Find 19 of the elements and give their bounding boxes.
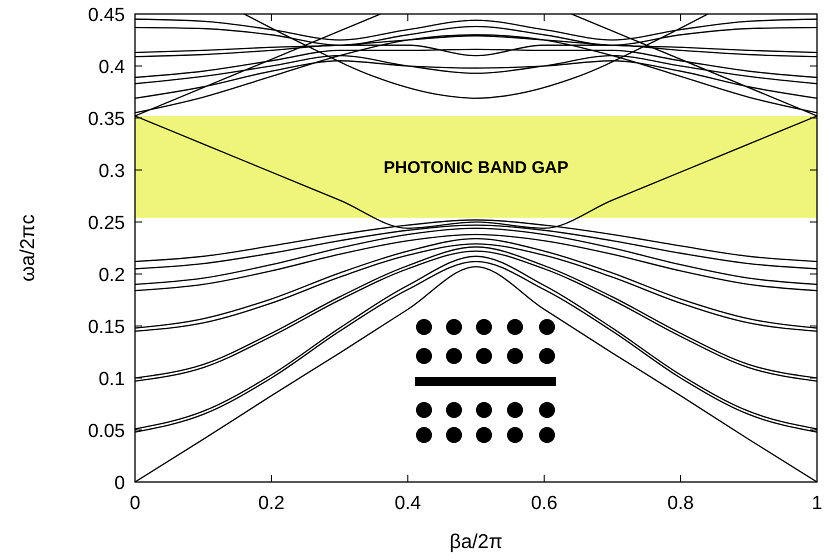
y-tick-label: 0.45 bbox=[88, 5, 125, 26]
y-tick-label: 0.35 bbox=[88, 109, 125, 130]
y-tick-label: 0.25 bbox=[88, 213, 125, 234]
band-label: PHOTONIC BAND GAP bbox=[384, 158, 568, 177]
y-tick-label: 0.3 bbox=[98, 161, 125, 182]
x-tick-label: 0 bbox=[130, 493, 140, 514]
x-tick-label: 0.2 bbox=[258, 493, 285, 514]
x-axis-title: βa/2π bbox=[449, 531, 503, 553]
y-tick-label: 0.2 bbox=[98, 265, 125, 286]
y-tick-label: 0.4 bbox=[98, 57, 126, 78]
x-tick-label: 0.8 bbox=[667, 493, 694, 514]
x-tick-label: 0.4 bbox=[394, 493, 422, 514]
x-tick-label: 0.6 bbox=[530, 493, 558, 514]
x-tick-label: 1 bbox=[812, 493, 822, 514]
y-tick-label: 0 bbox=[114, 473, 125, 494]
y-tick-label: 0.15 bbox=[88, 317, 125, 338]
y-tick-label: 0.1 bbox=[98, 369, 125, 390]
y-tick-label: 0.05 bbox=[88, 421, 125, 442]
y-axis-title: ωa/2πc bbox=[17, 214, 39, 282]
